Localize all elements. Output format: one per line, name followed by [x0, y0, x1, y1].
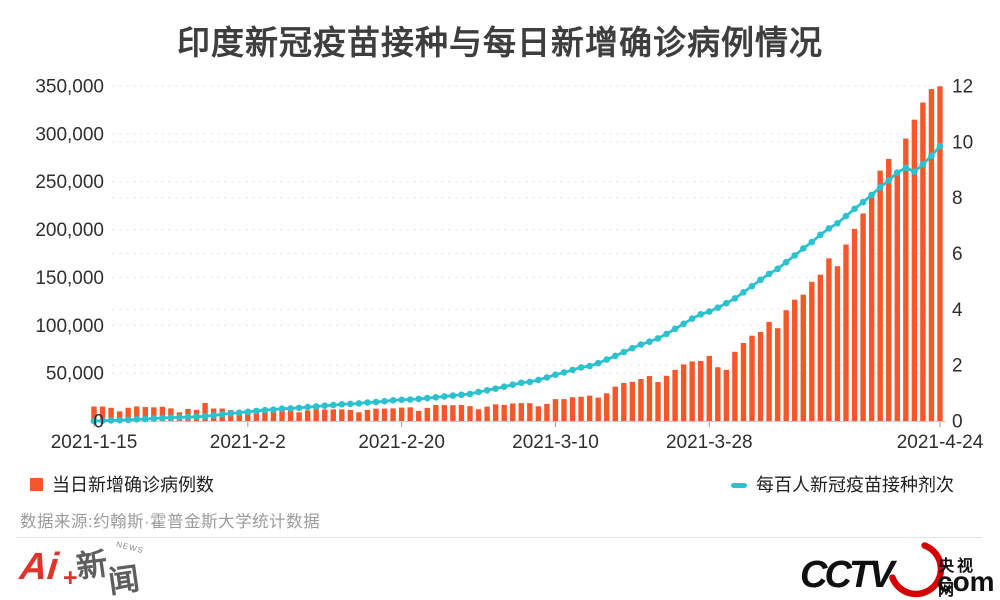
svg-text:2021-2-20: 2021-2-20 [358, 432, 445, 453]
cctv-site-name: 央视网 [938, 558, 977, 599]
chart-title: 印度新冠疫苗接种与每日新增确诊病例情况 [177, 24, 823, 61]
doses-legend-label: 每百人新冠疫苗接种剂次 [756, 475, 954, 495]
svg-text:8: 8 [952, 188, 963, 209]
ai-logo-text: Ai [17, 546, 61, 588]
footer-divider [16, 537, 982, 538]
svg-text:50,000: 50,000 [46, 364, 104, 385]
svg-text:100,000: 100,000 [35, 316, 104, 337]
ai-logo-wen-char: 闻 [106, 560, 142, 600]
svg-text:4: 4 [952, 300, 963, 321]
cctv-logo: CCTV 央视网 com [800, 542, 995, 600]
legend-daily-cases: 当日新增确诊病例数 [30, 474, 214, 496]
ai-news-logo: Ai + 新 闻 NEWS [17, 540, 158, 600]
legend-vaccine-doses: 每百人新冠疫苗接种剂次 [731, 474, 954, 496]
cases-vaccination-combo-chart: 0 50,000 100,000 150,000 200,000 250,000 300,0… [35, 77, 984, 454]
cctv-wordmark: CCTV [800, 554, 894, 596]
ai-logo-xin-char: 新 [74, 545, 110, 585]
svg-text:150,000: 150,000 [35, 268, 104, 289]
svg-text:2021-1-15: 2021-1-15 [51, 432, 138, 453]
ai-logo-plus-icon: + [63, 564, 78, 592]
doses-legend-dash-icon [731, 483, 747, 488]
cases-legend-label: 当日新增确诊病例数 [52, 475, 214, 495]
svg-text:10: 10 [952, 132, 973, 153]
svg-text:2021-2-2: 2021-2-2 [210, 432, 286, 453]
svg-text:6: 6 [952, 244, 963, 265]
svg-text:2021-4-24: 2021-4-24 [897, 432, 984, 453]
data-source-note: 数据来源:约翰斯·霍普金斯大学统计数据 [20, 513, 321, 531]
svg-text:12: 12 [952, 77, 973, 98]
svg-text:200,000: 200,000 [35, 220, 104, 241]
cctv-tld: com [937, 566, 995, 597]
cases-legend-square-icon [30, 478, 43, 491]
svg-text:2021-3-10: 2021-3-10 [512, 432, 599, 453]
svg-text:2: 2 [952, 356, 963, 377]
svg-text:300,000: 300,000 [35, 124, 104, 145]
svg-text:0: 0 [952, 412, 963, 433]
svg-text:0: 0 [93, 412, 104, 433]
cctv-red-swoosh-icon [889, 542, 945, 598]
svg-text:350,000: 350,000 [35, 77, 104, 98]
svg-text:2021-3-28: 2021-3-28 [666, 432, 753, 453]
svg-text:250,000: 250,000 [35, 172, 104, 193]
